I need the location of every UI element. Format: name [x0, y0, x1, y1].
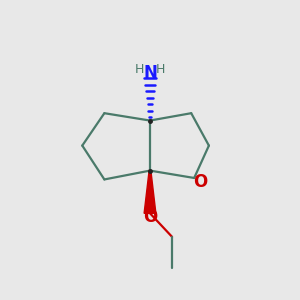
- Text: O: O: [194, 173, 208, 191]
- Text: H: H: [156, 63, 165, 76]
- Text: H: H: [135, 63, 144, 76]
- Polygon shape: [144, 171, 156, 213]
- Text: N: N: [143, 64, 157, 82]
- Text: O: O: [143, 208, 157, 226]
